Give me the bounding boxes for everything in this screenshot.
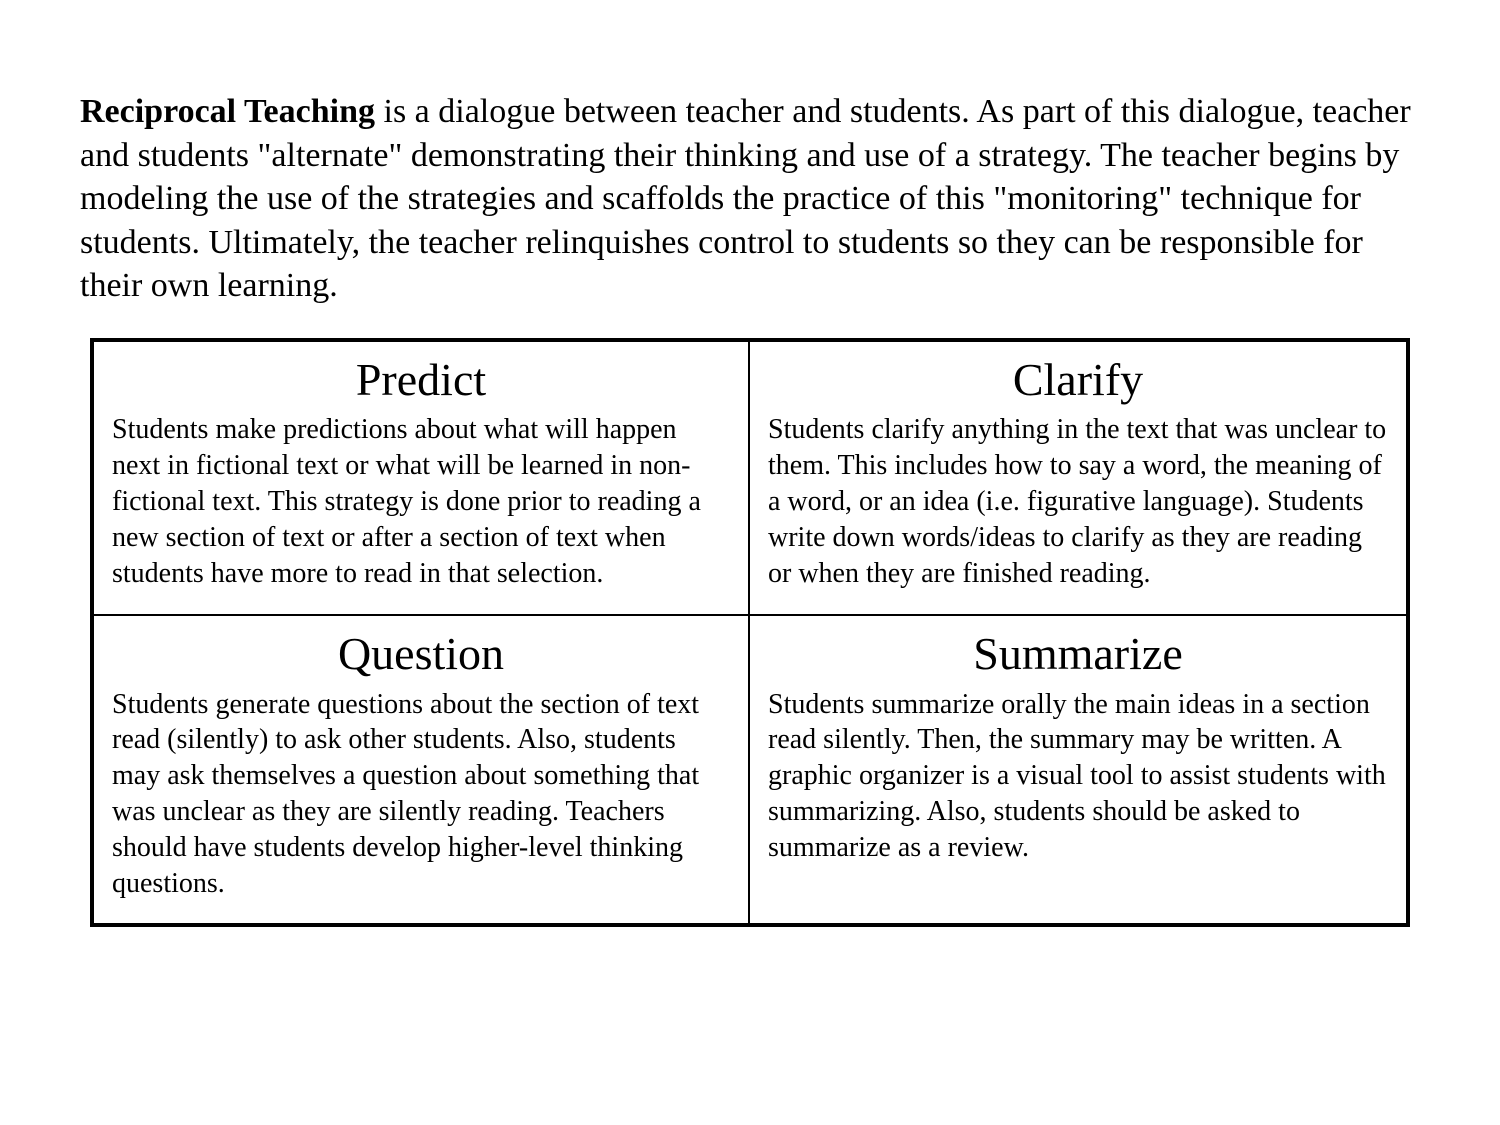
intro-lead: Reciprocal Teaching	[80, 93, 375, 130]
cell-clarify-body: Students clarify anything in the text th…	[768, 412, 1388, 591]
cell-question-title: Question	[112, 628, 730, 681]
document-page: Reciprocal Teaching is a dialogue betwee…	[0, 0, 1500, 967]
cell-summarize-title: Summarize	[768, 628, 1388, 681]
cell-predict: Predict Students make predictions about …	[94, 342, 750, 616]
cell-summarize: Summarize Students summarize orally the …	[750, 616, 1406, 924]
intro-paragraph: Reciprocal Teaching is a dialogue betwee…	[80, 90, 1420, 308]
cell-question: Question Students generate questions abo…	[94, 616, 750, 924]
cell-predict-title: Predict	[112, 354, 730, 407]
strategy-grid: Predict Students make predictions about …	[90, 338, 1410, 928]
cell-clarify-title: Clarify	[768, 354, 1388, 407]
cell-question-body: Students generate questions about the se…	[112, 687, 730, 902]
cell-clarify: Clarify Students clarify anything in the…	[750, 342, 1406, 616]
cell-summarize-body: Students summarize orally the main ideas…	[768, 687, 1388, 866]
cell-predict-body: Students make predictions about what wil…	[112, 412, 730, 591]
